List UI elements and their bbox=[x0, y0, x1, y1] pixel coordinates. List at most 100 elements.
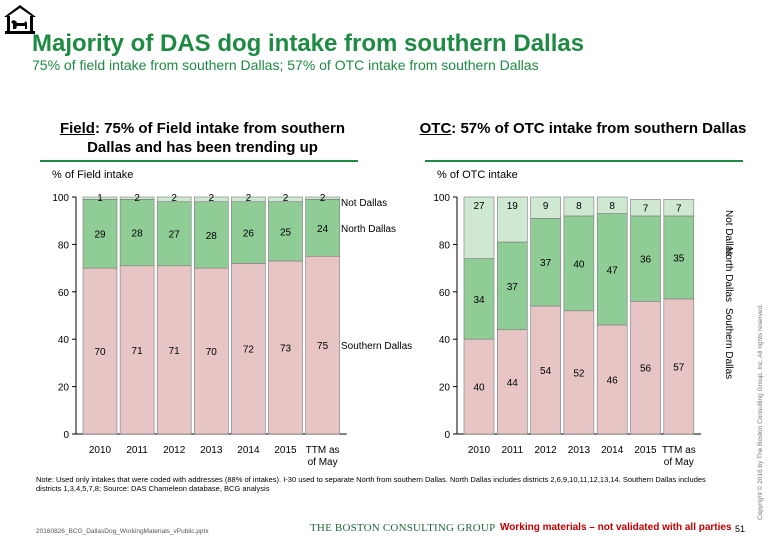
field-bar-north-dallas bbox=[268, 201, 303, 262]
field-legend-north-dallas: North Dallas bbox=[341, 224, 396, 235]
field-bar-southern-dallas bbox=[268, 260, 303, 435]
field-bar-north-dallas bbox=[194, 201, 229, 269]
otc-bar-north-dallas bbox=[463, 258, 495, 340]
field-bar-southern-dallas bbox=[156, 265, 192, 435]
field-bar-north-dallas bbox=[119, 199, 155, 267]
otc-bar-southern-dallas bbox=[530, 305, 561, 435]
otc-title-keyword: OTC bbox=[419, 120, 452, 137]
otc-value-label: 57 bbox=[673, 362, 685, 373]
otc-bar-not-dallas bbox=[630, 199, 661, 217]
field-bar-north-dallas bbox=[156, 201, 192, 267]
page-title: Majority of DAS dog intake from southern… bbox=[32, 30, 585, 57]
field-value-label: 2 bbox=[209, 193, 215, 204]
otc-panel-title: OTC: 57% of OTC intake from southern Dal… bbox=[418, 119, 748, 138]
otc-value-label: 37 bbox=[540, 258, 552, 269]
otc-value-label: 52 bbox=[573, 368, 585, 379]
field-bar-southern-dallas bbox=[194, 267, 229, 435]
otc-title-rule bbox=[425, 160, 743, 162]
field-bar-not-dallas bbox=[194, 196, 229, 203]
field-value-label: 25 bbox=[280, 227, 292, 238]
otc-y-tick-label: 20 bbox=[439, 383, 451, 394]
field-value-label: 70 bbox=[206, 347, 218, 358]
otc-bar-not-dallas bbox=[596, 196, 628, 214]
otc-value-label: 8 bbox=[609, 201, 615, 212]
field-value-label: 29 bbox=[94, 230, 106, 241]
otc-value-label: 40 bbox=[473, 383, 485, 394]
field-title-keyword: Field bbox=[59, 120, 95, 137]
field-value-label: 24 bbox=[317, 224, 329, 235]
field-value-label: 2 bbox=[134, 193, 140, 204]
otc-bar-southern-dallas bbox=[596, 324, 628, 435]
field-bar-not-dallas bbox=[156, 196, 192, 203]
field-value-label: 2 bbox=[320, 193, 326, 204]
otc-legend-north-dallas: North Dallas bbox=[723, 247, 734, 302]
page-subtitle: 75% of field intake from southern Dallas… bbox=[32, 57, 539, 73]
field-legend-not-dallas: Not Dallas bbox=[341, 198, 387, 209]
otc-value-label: 35 bbox=[673, 253, 685, 264]
field-y-tick-label: 40 bbox=[58, 335, 70, 346]
otc-intake-chart: 0 20 40 60 80 100 40 34 27 2010 44 37 19 2011 54 37 9 201… bbox=[433, 193, 734, 470]
field-y-tick-label: 100 bbox=[52, 193, 69, 204]
file-name: 20160826_BCG_DallasDog_WorkingMaterials_… bbox=[36, 528, 209, 535]
field-category-label: 2015 bbox=[274, 445, 297, 456]
otc-value-label: 34 bbox=[473, 295, 485, 306]
otc-bar-north-dallas bbox=[563, 215, 595, 312]
field-value-label: 28 bbox=[206, 231, 218, 242]
field-value-label: 26 bbox=[243, 229, 255, 240]
field-value-label: 2 bbox=[171, 193, 177, 204]
working-materials-note: Working materials – not validated with a… bbox=[500, 522, 732, 533]
otc-bar-not-dallas bbox=[463, 196, 495, 259]
otc-y-tick-label: 40 bbox=[439, 335, 451, 346]
field-y-tick-label: 60 bbox=[58, 288, 70, 299]
otc-value-label: 37 bbox=[507, 282, 519, 293]
otc-category-label: 2012 bbox=[534, 445, 557, 456]
field-bar-not-dallas bbox=[119, 196, 155, 200]
field-value-label: 28 bbox=[132, 229, 144, 240]
field-value-label: 73 bbox=[280, 343, 292, 354]
otc-value-label: 54 bbox=[540, 366, 552, 377]
field-title-text: : 75% of Field intake from southern Dall… bbox=[87, 120, 346, 156]
otc-value-label: 27 bbox=[473, 201, 485, 212]
otc-y-tick-label: 0 bbox=[444, 430, 450, 441]
copyright-notice: Copyright © 2016 by The Boston Consultin… bbox=[757, 303, 764, 520]
field-value-label: 75 bbox=[317, 341, 329, 352]
field-value-label: 71 bbox=[132, 346, 144, 357]
field-category-label: 2012 bbox=[163, 445, 186, 456]
otc-value-label: 36 bbox=[640, 255, 652, 266]
otc-title-text: : 57% of OTC intake from southern Dallas bbox=[451, 120, 747, 137]
field-bar-southern-dallas bbox=[82, 267, 118, 435]
otc-category-label: 2015 bbox=[634, 445, 657, 456]
field-category-label: 2013 bbox=[200, 445, 223, 456]
field-bar-north-dallas bbox=[82, 199, 118, 269]
otc-value-label: 8 bbox=[576, 201, 582, 212]
otc-bar-north-dallas bbox=[630, 215, 661, 302]
otc-y-tick-label: 60 bbox=[439, 288, 451, 299]
field-category-label: 2014 bbox=[237, 445, 260, 456]
otc-value-label: 44 bbox=[507, 378, 519, 389]
field-bar-not-dallas bbox=[268, 196, 303, 203]
field-bar-not-dallas bbox=[82, 196, 118, 200]
otc-bar-not-dallas bbox=[663, 199, 695, 217]
otc-y-tick-label: 100 bbox=[433, 193, 450, 204]
otc-bar-southern-dallas bbox=[630, 300, 661, 435]
field-title-rule bbox=[40, 160, 358, 162]
otc-bar-north-dallas bbox=[530, 218, 561, 307]
otc-bar-north-dallas bbox=[596, 213, 628, 326]
footnote: Note: Used only intakes that were coded … bbox=[36, 475, 706, 493]
field-category-label: 2010 bbox=[89, 445, 112, 456]
otc-bar-southern-dallas bbox=[663, 298, 695, 435]
otc-value-label: 56 bbox=[640, 364, 652, 375]
otc-bar-southern-dallas bbox=[497, 329, 528, 435]
field-bar-not-dallas bbox=[231, 196, 266, 203]
otc-bar-not-dallas bbox=[530, 196, 561, 219]
field-value-label: 71 bbox=[169, 346, 181, 357]
otc-value-label: 9 bbox=[543, 201, 549, 212]
otc-legend-not-dallas: Not Dallas bbox=[723, 210, 734, 256]
field-y-axis-label: % of Field intake bbox=[52, 169, 134, 181]
otc-bar-southern-dallas bbox=[563, 310, 595, 435]
otc-category-label: 2013 bbox=[568, 445, 591, 456]
otc-legend-southern-dallas: Southern Dallas bbox=[723, 308, 734, 379]
company-name: THE BOSTON CONSULTING GROUP bbox=[310, 522, 496, 534]
field-bar-southern-dallas bbox=[119, 265, 155, 435]
